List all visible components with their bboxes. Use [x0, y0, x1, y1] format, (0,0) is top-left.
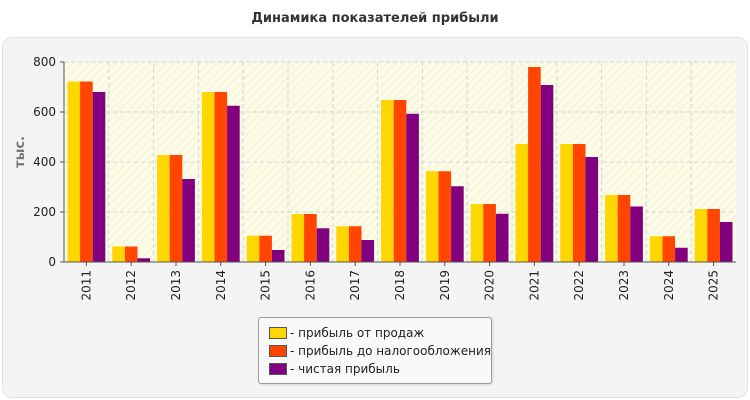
- bar: [483, 204, 496, 262]
- chart-legend: - прибыль от продаж - прибыль до налогоо…: [258, 317, 492, 384]
- y-axis-title: тыс.: [13, 136, 28, 168]
- x-tick-label: 2017: [348, 270, 362, 301]
- legend-swatch-sales-profit: [269, 327, 287, 339]
- chart-title: Динамика показателей прибыли: [251, 11, 499, 26]
- x-tick-label: 2016: [303, 270, 317, 301]
- legend-item-net-profit: - чистая прибыль: [269, 360, 400, 378]
- bar: [304, 214, 317, 262]
- bar: [271, 250, 285, 262]
- legend-item-pretax-profit: - прибыль до налогообложения: [269, 342, 491, 360]
- bar: [528, 67, 541, 262]
- legend-label-net-profit: - чистая прибыль: [290, 362, 400, 376]
- bar: [649, 236, 663, 262]
- bar: [515, 144, 529, 262]
- bar: [67, 81, 81, 262]
- bar: [227, 105, 240, 262]
- x-tick-label: 2012: [124, 270, 138, 301]
- x-tick-label: 2014: [214, 270, 228, 301]
- legend-swatch-pretax-profit: [269, 345, 287, 357]
- bar: [694, 209, 708, 262]
- bar: [348, 226, 362, 262]
- x-tick-label: 2011: [79, 270, 93, 301]
- legend-swatch-net-profit: [269, 363, 287, 375]
- bar: [92, 92, 106, 262]
- bar: [495, 213, 509, 262]
- bar: [630, 206, 643, 262]
- bar: [291, 214, 305, 262]
- x-tick-label: 2024: [662, 270, 676, 301]
- bar: [201, 92, 215, 262]
- x-tick-label: 2013: [169, 270, 183, 301]
- bar: [316, 228, 330, 262]
- bar: [438, 171, 452, 262]
- bar: [381, 100, 394, 262]
- bar: [336, 226, 349, 262]
- bar: [451, 186, 464, 262]
- bar: [617, 195, 631, 262]
- bar: [605, 195, 618, 262]
- bar: [540, 85, 554, 262]
- legend-item-sales-profit: - прибыль от продаж: [269, 324, 424, 342]
- bar: [246, 235, 260, 262]
- bar: [662, 236, 676, 262]
- bar: [112, 246, 125, 262]
- bar: [393, 100, 407, 262]
- bar: [719, 222, 733, 262]
- bar: [169, 155, 183, 262]
- bar: [361, 240, 375, 262]
- y-tick-label: 400: [33, 155, 56, 169]
- bar: [560, 144, 573, 262]
- x-tick-label: 2018: [393, 270, 407, 301]
- bar: [707, 209, 720, 262]
- y-tick-label: 800: [33, 55, 56, 69]
- bar: [406, 113, 419, 262]
- bar: [80, 81, 93, 262]
- x-tick-label: 2025: [707, 270, 721, 301]
- y-tick-label: 600: [33, 105, 56, 119]
- x-tick-label: 2019: [438, 270, 452, 301]
- bar: [675, 247, 688, 262]
- bar: [137, 258, 151, 262]
- bar: [572, 144, 586, 262]
- bar: [259, 235, 272, 262]
- bar: [124, 246, 138, 262]
- legend-label-pretax-profit: - прибыль до налогообложения: [290, 344, 491, 358]
- y-tick-label: 200: [33, 205, 56, 219]
- bar: [585, 157, 599, 262]
- x-tick-label: 2023: [617, 270, 631, 301]
- bar: [470, 204, 484, 262]
- y-tick-label: 0: [48, 255, 56, 269]
- x-tick-label: 2015: [259, 270, 273, 301]
- bar: [214, 92, 228, 262]
- x-tick-label: 2020: [483, 270, 497, 301]
- legend-label-sales-profit: - прибыль от продаж: [290, 326, 425, 340]
- bar: [425, 171, 439, 262]
- x-tick-label: 2021: [527, 270, 541, 301]
- bar: [157, 155, 170, 262]
- x-tick-label: 2022: [572, 270, 586, 301]
- bar: [182, 179, 195, 262]
